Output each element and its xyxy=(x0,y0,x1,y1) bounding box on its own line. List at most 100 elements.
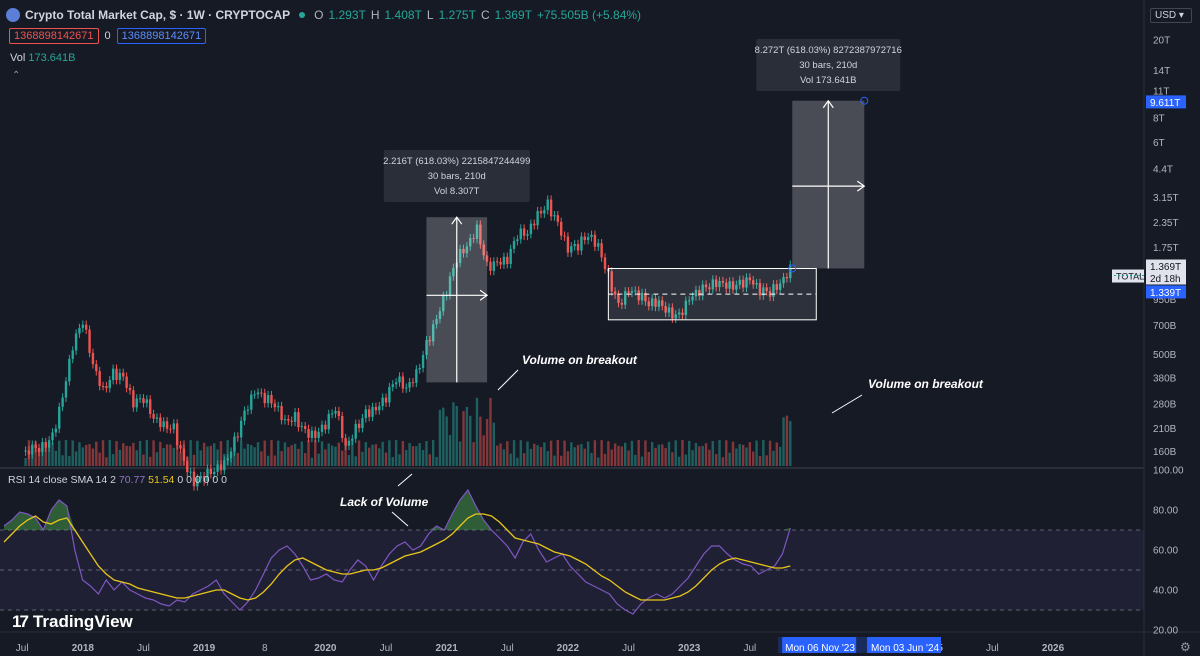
volume-bar xyxy=(741,444,745,466)
volume-bar xyxy=(229,457,233,466)
candle-body xyxy=(613,291,617,295)
volume-bar xyxy=(159,441,162,466)
candle-body xyxy=(654,298,657,307)
candle-body xyxy=(698,289,701,296)
volume-bar xyxy=(122,443,125,466)
candle-body xyxy=(64,381,68,398)
volume-bar xyxy=(270,440,273,466)
candle-body xyxy=(782,277,785,284)
candle-body xyxy=(617,294,620,303)
candle-body xyxy=(489,261,492,271)
annotation-volume-breakout-1: Volume on breakout xyxy=(522,353,638,367)
candle-body xyxy=(135,398,138,408)
measure-tooltip-2021: 2.216T (618.03%) 2215847244499 30 bars, 2… xyxy=(383,150,530,202)
candle-body xyxy=(684,300,688,316)
candle-body xyxy=(47,440,51,448)
annotation-pointer xyxy=(391,511,409,527)
price-tick-label: 950B xyxy=(1153,295,1177,306)
volume-bar xyxy=(516,457,519,466)
rsi-tick-label: 100.00 xyxy=(1153,466,1184,477)
volume-bar xyxy=(223,453,226,466)
volume-bar xyxy=(570,442,573,466)
volume-bar xyxy=(344,440,347,466)
gear-icon[interactable]: ⚙ xyxy=(1180,640,1191,654)
candle-body xyxy=(624,291,627,305)
volume-bar xyxy=(691,450,694,466)
volume-bar xyxy=(698,446,701,466)
volume-bar xyxy=(71,440,74,466)
change-value: +75.505B (+5.84%) xyxy=(536,8,642,22)
candle-body xyxy=(711,279,714,290)
volume-bar xyxy=(300,441,304,466)
annotation-volume-breakout-2: Volume on breakout xyxy=(868,377,984,391)
volume-bar xyxy=(165,444,169,466)
volume-bar xyxy=(384,452,388,466)
candle-body xyxy=(78,327,81,334)
candle-body xyxy=(273,403,277,408)
volume-legend: Vol 173.641B xyxy=(10,52,75,64)
date-label-start: Mon 06 Nov '23 xyxy=(785,643,855,654)
price-tick-label: 210B xyxy=(1153,424,1177,435)
candle-body xyxy=(202,476,206,482)
sell-button[interactable]: 1368898142671 xyxy=(9,28,99,44)
rsi-name[interactable]: RSI 14 close SMA 14 2 xyxy=(8,474,116,486)
candle-body xyxy=(337,410,341,417)
buy-button[interactable]: 1368898142671 xyxy=(116,28,207,44)
candle-body xyxy=(731,281,735,290)
candle-body xyxy=(603,257,607,270)
candle-body xyxy=(627,291,630,293)
candle-body xyxy=(388,386,391,403)
volume-bar xyxy=(782,417,785,466)
volume-bar xyxy=(748,442,752,466)
tradingview-logo[interactable]: 17 TradingView xyxy=(12,612,133,632)
volume-bar xyxy=(495,445,499,466)
candle-body xyxy=(98,371,101,386)
volume-bar xyxy=(789,421,792,466)
volume-bar xyxy=(590,452,593,466)
rsi-tick-label: 40.00 xyxy=(1153,586,1178,597)
candle-body xyxy=(300,426,304,428)
candle-body xyxy=(647,301,650,307)
candle-body xyxy=(118,372,122,380)
candle-body xyxy=(44,442,47,448)
chevron-up-icon[interactable]: ⌃ xyxy=(12,70,21,81)
candle-body xyxy=(752,280,755,285)
candle-body xyxy=(293,412,297,422)
anchor-point xyxy=(860,96,869,105)
price-tick-label: 160B xyxy=(1153,447,1177,458)
volume-bar xyxy=(475,397,479,466)
tooltip-bg xyxy=(383,150,530,202)
candle-body xyxy=(549,199,553,217)
volume-bar xyxy=(179,452,182,466)
candle-body xyxy=(431,324,435,342)
time-tick-label: Jul xyxy=(622,643,635,654)
candle-body xyxy=(74,333,78,351)
volume-bar xyxy=(142,454,145,466)
volume-bar xyxy=(725,440,728,466)
candle-body xyxy=(529,223,533,235)
volume-bar xyxy=(408,443,411,466)
volume-bar xyxy=(260,451,263,466)
price-tick-label: 20T xyxy=(1153,35,1170,46)
currency-select[interactable]: USD ▾ xyxy=(1150,8,1192,23)
symbol-title[interactable]: Crypto Total Market Cap, $ · 1W · CRYPTO… xyxy=(25,8,291,22)
candle-body xyxy=(152,413,155,419)
volume-bar xyxy=(785,415,789,466)
volume-bar xyxy=(755,440,758,466)
volume-bar xyxy=(617,445,620,466)
candle-body xyxy=(735,284,738,290)
candle-body xyxy=(24,450,27,452)
date-label-end: Mon 03 Jun '24 xyxy=(871,643,940,654)
price-tick-label: 14T xyxy=(1153,66,1170,77)
candle-body xyxy=(334,410,337,414)
volume-bar xyxy=(398,454,401,466)
candle-body xyxy=(290,420,293,422)
open-label: O xyxy=(314,8,324,22)
volume-bar xyxy=(735,448,738,466)
time-tick-label: Jul xyxy=(380,643,393,654)
price-tick-label: 280B xyxy=(1153,399,1177,410)
volume-bar xyxy=(378,448,381,466)
rsi-line xyxy=(3,488,791,615)
volume-bar xyxy=(580,443,583,466)
